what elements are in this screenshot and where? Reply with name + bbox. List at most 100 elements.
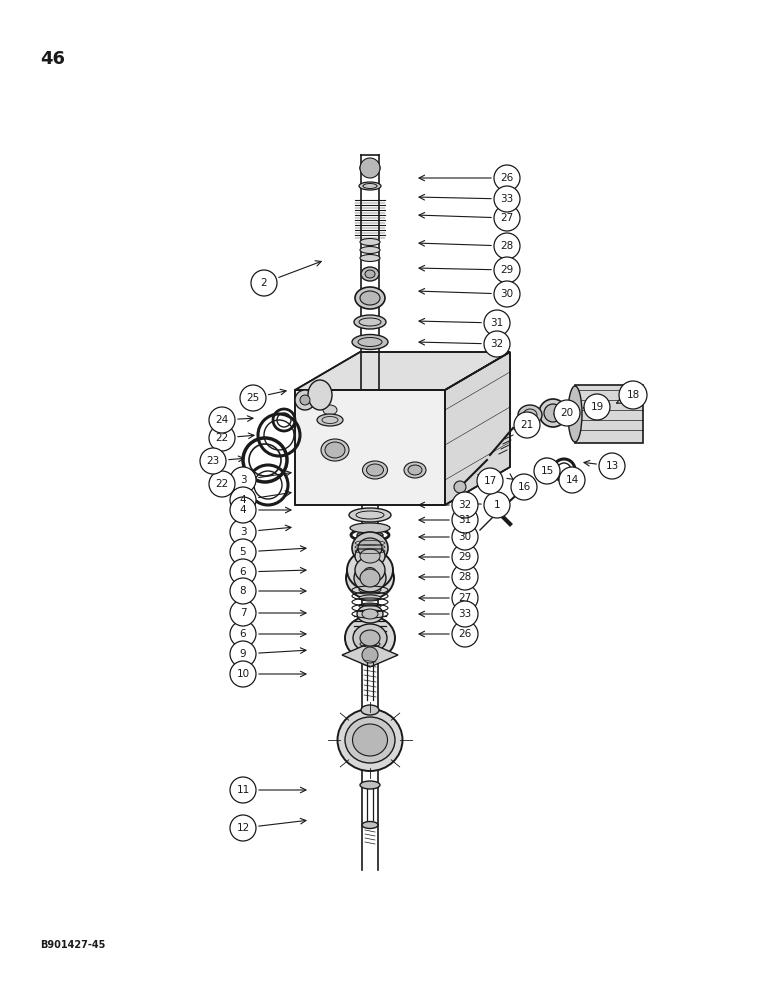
Ellipse shape: [355, 557, 385, 583]
Ellipse shape: [352, 532, 388, 564]
Circle shape: [452, 601, 478, 627]
Circle shape: [230, 578, 256, 604]
Text: 24: 24: [215, 415, 229, 425]
Text: 27: 27: [500, 213, 513, 223]
Circle shape: [494, 205, 520, 231]
Text: 4: 4: [239, 505, 246, 515]
Circle shape: [559, 467, 585, 493]
Text: 31: 31: [490, 318, 503, 328]
Ellipse shape: [367, 464, 384, 476]
Circle shape: [452, 564, 478, 590]
Ellipse shape: [518, 405, 542, 425]
Polygon shape: [342, 643, 398, 667]
Text: 5: 5: [239, 547, 246, 557]
Ellipse shape: [408, 465, 422, 475]
Text: 13: 13: [605, 461, 618, 471]
Text: 28: 28: [500, 241, 513, 251]
Ellipse shape: [362, 822, 378, 828]
Circle shape: [452, 507, 478, 533]
Text: 18: 18: [626, 390, 640, 400]
Circle shape: [452, 621, 478, 647]
Text: 19: 19: [591, 402, 604, 412]
Ellipse shape: [358, 538, 382, 558]
Ellipse shape: [360, 549, 380, 563]
Ellipse shape: [365, 270, 375, 278]
Ellipse shape: [346, 557, 394, 599]
Text: 16: 16: [517, 482, 530, 492]
Text: 33: 33: [500, 194, 513, 204]
Ellipse shape: [337, 709, 402, 771]
Text: 22: 22: [215, 433, 229, 443]
Circle shape: [599, 453, 625, 479]
Ellipse shape: [345, 616, 395, 660]
Text: 27: 27: [459, 593, 472, 603]
Circle shape: [484, 310, 510, 336]
Circle shape: [230, 621, 256, 647]
Text: 26: 26: [500, 173, 513, 183]
Text: 6: 6: [239, 629, 246, 639]
Ellipse shape: [361, 267, 379, 281]
Text: 32: 32: [459, 500, 472, 510]
Circle shape: [230, 600, 256, 626]
Text: 29: 29: [500, 265, 513, 275]
Circle shape: [362, 647, 378, 663]
Ellipse shape: [360, 630, 380, 646]
Ellipse shape: [568, 386, 582, 442]
Ellipse shape: [360, 569, 380, 587]
Circle shape: [454, 481, 466, 493]
Circle shape: [295, 390, 315, 410]
Text: 21: 21: [520, 420, 533, 430]
Circle shape: [230, 661, 256, 687]
Circle shape: [484, 492, 510, 518]
Ellipse shape: [360, 781, 380, 789]
Text: 12: 12: [236, 823, 249, 833]
Text: 11: 11: [236, 785, 249, 795]
Circle shape: [200, 448, 226, 474]
Ellipse shape: [321, 439, 349, 461]
Circle shape: [452, 524, 478, 550]
Circle shape: [514, 412, 540, 438]
Text: 17: 17: [483, 476, 496, 486]
Ellipse shape: [355, 639, 385, 649]
Ellipse shape: [355, 545, 385, 567]
Circle shape: [230, 777, 256, 803]
Ellipse shape: [362, 609, 378, 619]
Text: 32: 32: [490, 339, 503, 349]
Text: 6: 6: [239, 567, 246, 577]
Ellipse shape: [404, 462, 426, 478]
Circle shape: [494, 233, 520, 259]
Circle shape: [452, 492, 478, 518]
Text: 25: 25: [246, 393, 259, 403]
Polygon shape: [295, 390, 445, 505]
Text: 2: 2: [261, 278, 267, 288]
Circle shape: [230, 487, 256, 513]
Circle shape: [360, 158, 380, 178]
Ellipse shape: [345, 717, 395, 763]
Ellipse shape: [308, 380, 332, 410]
Ellipse shape: [349, 508, 391, 522]
Ellipse shape: [360, 564, 380, 580]
Circle shape: [494, 257, 520, 283]
Circle shape: [230, 539, 256, 565]
Circle shape: [554, 400, 580, 426]
Circle shape: [484, 331, 510, 357]
Circle shape: [534, 458, 560, 484]
Text: 9: 9: [239, 649, 246, 659]
Ellipse shape: [360, 238, 380, 245]
Circle shape: [511, 474, 537, 500]
Ellipse shape: [361, 705, 379, 715]
Text: 33: 33: [459, 609, 472, 619]
Bar: [575, 385, 643, 443]
Circle shape: [230, 519, 256, 545]
Circle shape: [230, 497, 256, 523]
Circle shape: [230, 641, 256, 667]
Ellipse shape: [360, 254, 380, 261]
Circle shape: [230, 815, 256, 841]
Circle shape: [619, 381, 647, 409]
Ellipse shape: [359, 595, 381, 601]
Circle shape: [209, 471, 235, 497]
Text: 7: 7: [239, 608, 246, 618]
Circle shape: [452, 544, 478, 570]
Ellipse shape: [539, 399, 567, 427]
Text: 23: 23: [206, 456, 219, 466]
